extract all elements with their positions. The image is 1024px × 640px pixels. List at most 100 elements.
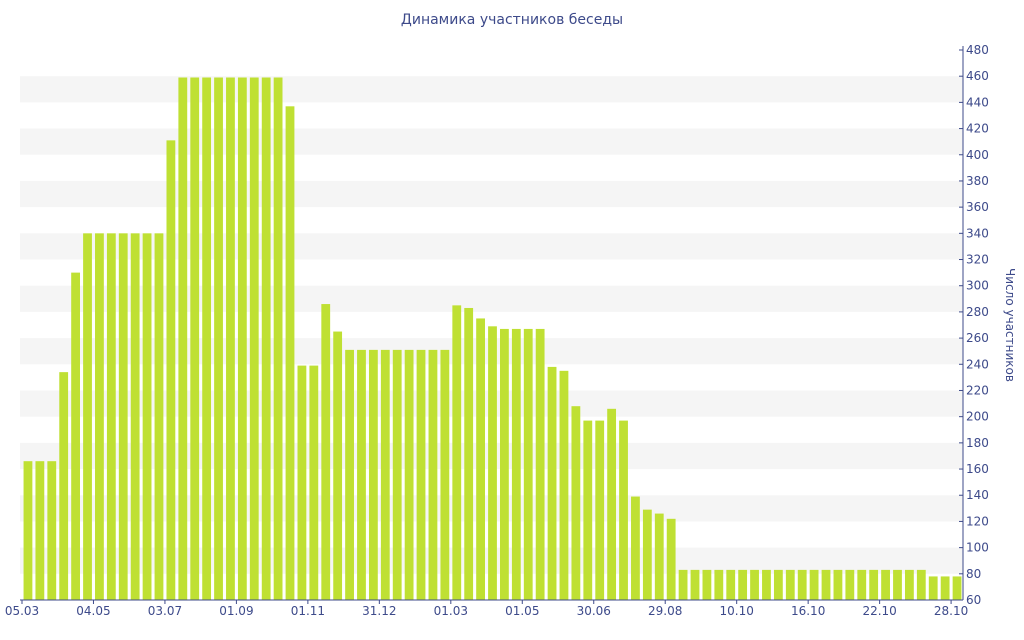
x-tick-label: 29.08 (648, 604, 682, 618)
y-tick-label: 180 (966, 436, 989, 450)
x-tick-label: 01.09 (219, 604, 253, 618)
bar (523, 328, 533, 600)
bar (297, 365, 307, 600)
bar (500, 328, 509, 600)
bar (631, 496, 640, 600)
bar (249, 77, 259, 600)
bar (416, 349, 426, 600)
bar (916, 569, 926, 600)
bar (738, 569, 748, 600)
bar (261, 77, 271, 600)
bar (511, 328, 521, 600)
bar (237, 77, 247, 600)
bar (273, 77, 283, 600)
y-axis-title: Число участников (1003, 268, 1017, 382)
y-tick-label: 220 (966, 383, 989, 397)
y-tick-label: 100 (966, 541, 989, 555)
y-tick-label: 300 (966, 279, 989, 293)
grid-band (20, 76, 963, 103)
y-tick-label: 400 (966, 148, 989, 162)
bar (154, 233, 164, 600)
bar (47, 461, 57, 600)
grid-band (20, 180, 963, 208)
bar (35, 461, 45, 600)
y-tick-label: 120 (966, 514, 989, 528)
bar (178, 77, 188, 600)
bar (142, 233, 152, 600)
bar (202, 77, 212, 600)
x-tick-label: 05.03 (5, 604, 39, 618)
bar (940, 576, 950, 600)
x-tick-label: 28.10 (934, 604, 968, 618)
bar (797, 569, 807, 600)
grid-band (20, 285, 963, 312)
bar (607, 408, 617, 600)
bar (881, 569, 890, 600)
bar (83, 233, 92, 600)
bar (428, 349, 438, 600)
bar (23, 461, 33, 600)
bar (869, 569, 879, 600)
bar (845, 569, 855, 600)
y-tick-label: 140 (966, 488, 989, 502)
x-tick-label: 03.07 (148, 604, 182, 618)
bar (226, 77, 235, 600)
bar (166, 140, 176, 601)
bar (71, 272, 80, 600)
bar (392, 349, 402, 600)
y-tick-label: 240 (966, 357, 989, 371)
bar (452, 305, 462, 600)
bar (559, 370, 569, 600)
bar (345, 349, 354, 600)
y-tick-label: 320 (966, 253, 989, 267)
bar (893, 569, 902, 600)
bar (583, 420, 593, 600)
y-tick-label: 200 (966, 410, 989, 424)
y-tick-label: 480 (966, 43, 989, 57)
bar (762, 569, 771, 600)
bar (702, 569, 712, 600)
x-tick-label: 22.10 (862, 604, 896, 618)
bar (214, 77, 223, 600)
y-tick-label: 380 (966, 174, 989, 188)
y-tick-label: 260 (966, 331, 989, 345)
bar (857, 569, 867, 600)
bar (404, 349, 414, 600)
x-axis-ticks: 05.03 04.05 03.07 01.09 01.11 31.12 01.03 01.05… (5, 600, 968, 618)
bar (106, 233, 116, 600)
bar (333, 331, 343, 600)
chart-title: Динамика участников беседы (400, 12, 624, 28)
bar (476, 318, 485, 600)
bar (488, 326, 497, 600)
x-tick-label: 04.05 (76, 604, 110, 618)
y-tick-label: 440 (966, 95, 989, 109)
bar (666, 518, 676, 600)
bar (809, 569, 819, 600)
bar (95, 233, 104, 600)
y-tick-label: 360 (966, 200, 989, 214)
bar (821, 569, 831, 600)
bar (380, 349, 390, 600)
bar (678, 569, 688, 600)
bar (118, 233, 128, 600)
bar (833, 569, 843, 600)
bar (654, 513, 664, 600)
bar (726, 569, 736, 600)
bar (571, 406, 581, 600)
bar (464, 307, 474, 600)
y-axis-ticks: 60 80 100 120 140 160 180 200 220 240 260 280 300 320… (959, 43, 989, 607)
grid-band (20, 128, 963, 155)
bar (440, 349, 450, 600)
bar (535, 328, 545, 600)
bar (130, 233, 140, 600)
bar (714, 569, 724, 600)
y-tick-label: 460 (966, 69, 989, 83)
bar (595, 420, 605, 600)
grid-band (20, 233, 963, 260)
bar (619, 420, 628, 600)
x-tick-label: 10.10 (720, 604, 754, 618)
x-tick-label: 01.03 (434, 604, 468, 618)
x-tick-label: 01.05 (505, 604, 539, 618)
bar (785, 569, 795, 600)
